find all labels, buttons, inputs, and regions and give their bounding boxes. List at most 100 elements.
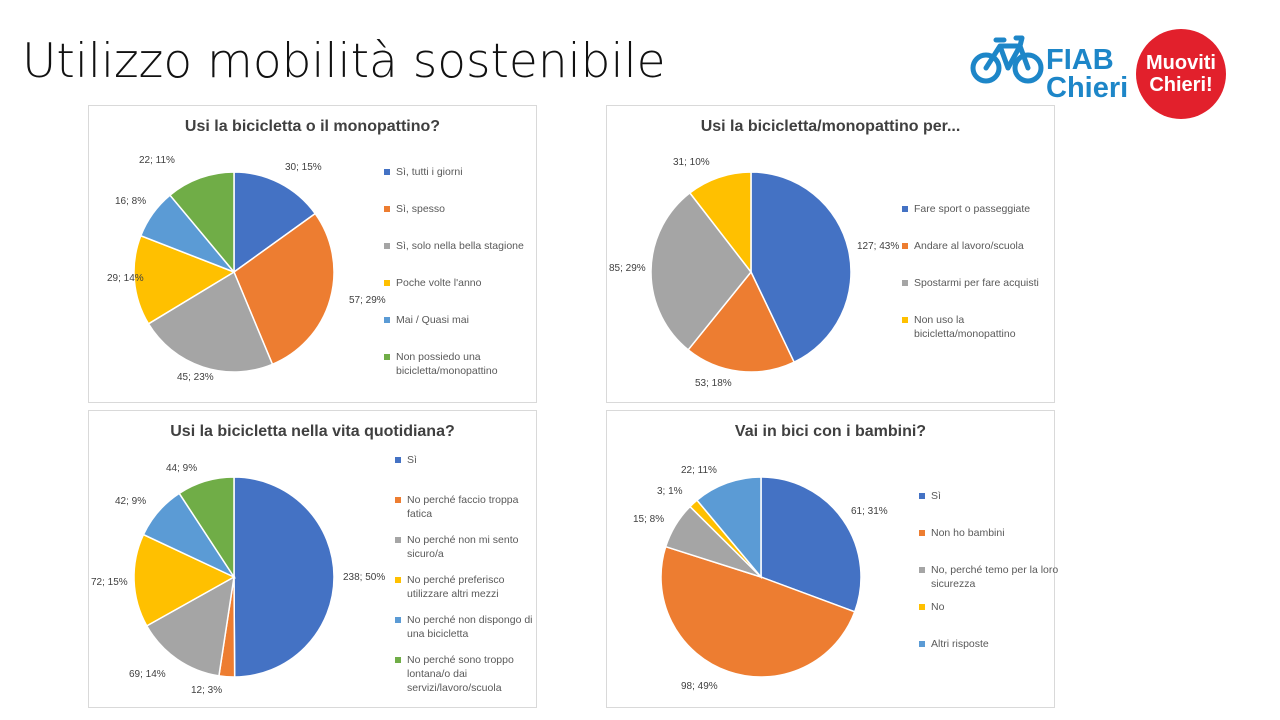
legend-swatch [902, 280, 908, 286]
legend-label: Sì, solo nella bella stagione [396, 240, 524, 252]
pie-slice [147, 270, 274, 373]
data-label: 15; 8% [633, 514, 664, 525]
legend-item: Fare sport o passeggiate [902, 202, 1052, 216]
legend-item: Sì, solo nella bella stagione [384, 239, 534, 253]
legend-label: Altri risposte [931, 638, 989, 650]
data-label: 16; 8% [115, 196, 146, 207]
data-label: 61; 31% [851, 506, 888, 517]
data-label: 12; 3% [191, 685, 222, 696]
pie-slice [168, 171, 235, 275]
pie-slice [233, 212, 335, 366]
legend-swatch [384, 243, 390, 249]
legend-item: No perché sono troppo lontana/o dai serv… [395, 653, 545, 695]
legend-item: No perché preferisco utilizzare altri me… [395, 573, 545, 601]
legend-swatch [395, 497, 401, 503]
chart-title: Usi la bicicletta o il monopattino? [184, 118, 441, 135]
chart-panel-1: Usi la bicicletta o il monopattino? 30; … [88, 105, 537, 403]
legend-item: Spostarmi per fare acquisti [902, 276, 1052, 290]
legend-label: No perché preferisco utilizzare altri me… [407, 574, 505, 600]
legend-swatch [384, 354, 390, 360]
legend-label: Poche volte l'anno [396, 277, 482, 289]
legend-label: No perché non mi sento sicuro/a [407, 534, 519, 560]
chart-panel-2: Usi la bicicletta/monopattino per... 127… [606, 105, 1055, 403]
legend-item: No, perché temo per la loro sicurezza [919, 563, 1069, 591]
muoviti-line2: Chieri! [1149, 74, 1213, 96]
legend-swatch [395, 657, 401, 663]
fiab-line2: Chieri [1046, 72, 1129, 104]
muoviti-line1: Muoviti [1146, 52, 1216, 74]
legend-label: Non ho bambini [931, 527, 1005, 539]
legend-swatch [919, 604, 925, 610]
legend-item: Sì, spesso [384, 202, 534, 216]
legend-swatch [384, 206, 390, 212]
chart-panel-3: Usi la bicicletta nella vita quotidiana?… [88, 410, 537, 708]
legend-label: Non uso la bicicletta/monopattino [914, 314, 1016, 340]
legend-label: No perché sono troppo lontana/o dai serv… [407, 654, 514, 694]
fiab-line1: FIAB [1046, 44, 1114, 76]
data-label: 42; 9% [115, 496, 146, 507]
legend-swatch [919, 493, 925, 499]
legend-label: No [931, 601, 945, 613]
data-label: 57; 29% [349, 295, 386, 306]
legend-swatch [384, 169, 390, 175]
bicycle-icon [970, 35, 1044, 84]
legend-item: Andare al lavoro/scuola [902, 239, 1052, 253]
legend-label: Andare al lavoro/scuola [914, 240, 1024, 252]
legend-swatch [384, 280, 390, 286]
data-label: 30; 15% [285, 162, 322, 173]
pie-slice [133, 533, 236, 627]
legend-item: No perché faccio troppa fatica [395, 493, 545, 521]
fiab-logo-text: FIAB Chieri [1046, 44, 1129, 104]
legend-swatch [395, 537, 401, 543]
legend-swatch [384, 317, 390, 323]
legend-swatch [919, 641, 925, 647]
legend-label: No perché faccio troppa fatica [407, 494, 519, 520]
legend-item: Sì [919, 489, 1069, 503]
chart-title: Vai in bici con i bambini? [734, 423, 927, 440]
pie-chart-3: 238; 50% 12; 3% 69; 14% 72; 15% 42; 9% 44; 9% [91, 463, 385, 696]
legend-label: No, perché temo per la loro sicurezza [931, 564, 1059, 590]
muoviti-chieri-logo: Muoviti Chieri! [1136, 29, 1226, 119]
legend-item: Non ho bambini [919, 526, 1069, 540]
legend-label: Sì [407, 454, 417, 466]
data-label: 22; 11% [681, 465, 717, 476]
legend-item: No perché non mi sento sicuro/a [395, 533, 545, 561]
legend-label: Sì [931, 490, 941, 502]
pie-slice [660, 545, 856, 678]
pie-slice [695, 476, 762, 580]
logo-area: FIAB Chieri Muoviti Chieri! [968, 26, 1230, 124]
pie-slice [133, 234, 236, 325]
pie-slice [688, 171, 752, 275]
legend-item: Altri risposte [919, 637, 1069, 651]
data-label: 3; 1% [657, 486, 683, 497]
pie-slice [233, 171, 317, 274]
data-label: 22; 11% [139, 155, 175, 166]
pie-slice [760, 476, 862, 613]
pie-chart-4: 61; 31% 98; 49% 15; 8% 3; 1% 22; 11% [633, 465, 888, 692]
legend-label: Sì, spesso [396, 203, 446, 215]
pie-slice [750, 171, 852, 364]
data-label: 29; 14% [107, 273, 144, 284]
legend-item: Non possiedo una bicicletta/monopattino [384, 350, 534, 378]
legend-swatch [395, 457, 401, 463]
legend-swatch [395, 577, 401, 583]
page-title: Utilizzo mobilità sostenibile [22, 34, 666, 89]
pie-slice [233, 476, 335, 678]
data-label: 45; 23% [177, 372, 214, 383]
legend-swatch [395, 617, 401, 623]
pie-slice [145, 575, 235, 677]
pie-chart-1: 30; 15% 57; 29% 45; 23% 29; 14% 16; 8% 22; 11… [107, 155, 386, 383]
chart-title: Usi la bicicletta/monopattino per... [700, 118, 961, 135]
legend-label: Non possiedo una bicicletta/monopattino [396, 351, 498, 377]
legend-label: Spostarmi per fare acquisti [914, 277, 1039, 289]
legend-item: No [919, 600, 1069, 614]
data-label: 238; 50% [343, 572, 385, 583]
pie-slice [178, 476, 235, 580]
legend-item: Sì [395, 453, 545, 467]
legend-swatch [902, 206, 908, 212]
legend-item: No perché non dispongo di una bicicletta [395, 613, 545, 641]
legend-item: Non uso la bicicletta/monopattino [902, 313, 1052, 341]
legend-label: Mai / Quasi mai [396, 314, 469, 326]
data-label: 98; 49% [681, 681, 718, 692]
legend-label: Fare sport o passeggiate [914, 203, 1031, 215]
